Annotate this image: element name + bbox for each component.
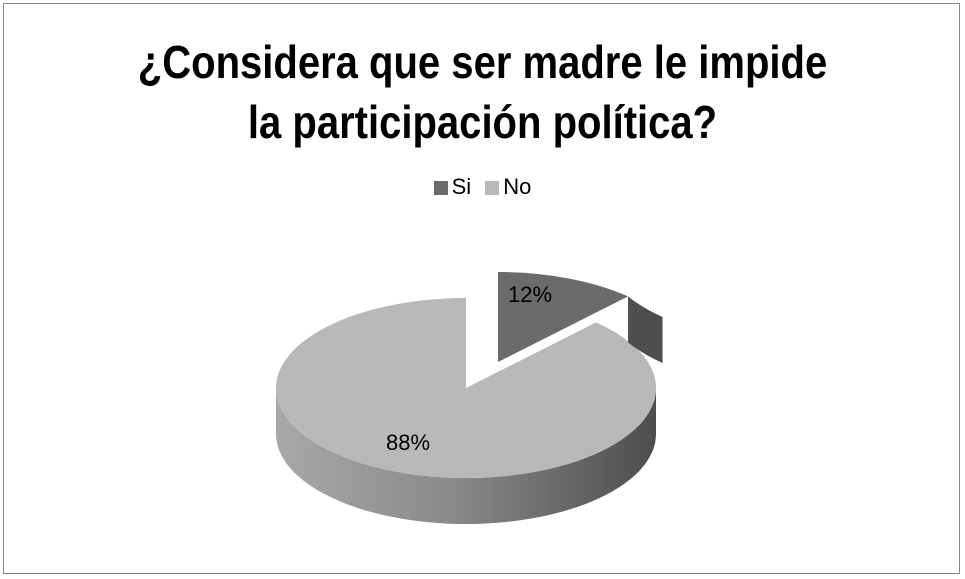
legend-item-no: No — [485, 174, 531, 200]
data-label-si: 12% — [508, 282, 552, 307]
chart-title-line-1: ¿Considera que ser madre le impide — [137, 36, 828, 88]
legend-label-si: Si — [451, 174, 472, 199]
legend: Si No — [4, 174, 961, 200]
legend-item-si: Si — [433, 174, 472, 200]
slice-si — [498, 272, 629, 362]
pie-chart: 12% 88% — [276, 272, 663, 524]
legend-swatch-no — [485, 181, 500, 195]
slice-no — [276, 298, 657, 478]
slice-si-side — [628, 296, 663, 363]
data-label-no: 88% — [386, 430, 430, 455]
slice-no-side — [276, 388, 656, 524]
chart-area: ¿Considera que ser madre le impide la pa… — [3, 3, 960, 574]
chart-title-line-2: la participación política? — [247, 96, 718, 148]
legend-label-no: No — [503, 174, 532, 199]
legend-swatch-si — [433, 181, 448, 195]
chart-title: ¿Considera que ser madre le impide la pa… — [66, 32, 899, 152]
